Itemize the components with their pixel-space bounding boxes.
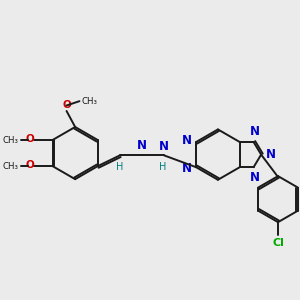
Text: CH₃: CH₃ [2, 162, 18, 171]
Text: O: O [62, 100, 71, 110]
Text: N: N [137, 139, 147, 152]
Text: H: H [158, 162, 166, 172]
Text: N: N [250, 172, 260, 184]
Text: Cl: Cl [272, 238, 284, 248]
Text: CH₃: CH₃ [82, 97, 98, 106]
Text: O: O [26, 160, 34, 170]
Text: N: N [159, 140, 169, 153]
Text: H: H [116, 162, 124, 172]
Text: O: O [26, 134, 34, 144]
Text: CH₃: CH₃ [2, 136, 18, 145]
Text: N: N [182, 134, 192, 147]
Text: N: N [250, 125, 260, 138]
Text: N: N [182, 162, 192, 175]
Text: N: N [266, 148, 275, 161]
